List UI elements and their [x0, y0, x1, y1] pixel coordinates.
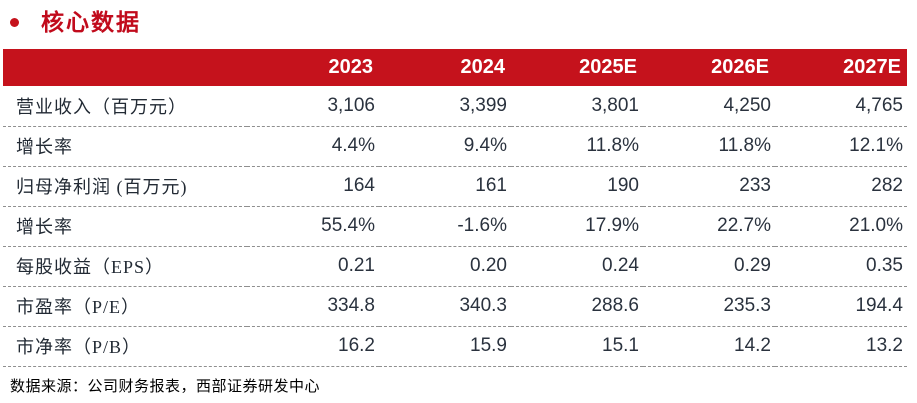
cell-value: 233: [739, 175, 771, 196]
cell-value: 334.8: [327, 295, 375, 316]
header-cell-2027e: 2027E: [843, 56, 901, 78]
cell-value: 13.2: [866, 335, 903, 356]
table-row: 归母净利润 (百万元) 164 161 190 233 282: [3, 166, 907, 206]
row-label: 每股收益（EPS）: [16, 257, 165, 277]
table-row: 每股收益（EPS） 0.21 0.20 0.24 0.29 0.35: [3, 246, 907, 286]
cell-value: -1.6%: [457, 215, 507, 236]
cell-value: 3,399: [459, 94, 507, 116]
cell-value: 0.21: [338, 255, 375, 276]
cell-value: 235.3: [723, 295, 771, 316]
cell-value: 288.6: [591, 295, 639, 316]
row-label: 归母净利润 (百万元): [16, 177, 188, 197]
bullet-icon: [10, 18, 19, 27]
cell-value: 164: [343, 175, 375, 196]
cell-value: 3,801: [591, 94, 639, 116]
table-header-row: 2023 2024 2025E 2026E 2027E: [3, 49, 907, 86]
row-label: 增长率: [16, 217, 73, 237]
header-cell-empty: [3, 49, 247, 86]
row-label: 增长率: [16, 137, 73, 157]
cell-value: 4,765: [855, 94, 903, 116]
cell-value: 4.4%: [331, 135, 375, 156]
cell-value: 11.8%: [718, 135, 771, 156]
table-row: 市盈率（P/E） 334.8 340.3 288.6 235.3 194.4: [3, 286, 907, 326]
table-row: 营业收入（百万元） 3,106 3,399 3,801 4,250 4,765: [3, 86, 907, 126]
cell-value: 21.0%: [849, 215, 903, 236]
cell-value: 4,250: [723, 94, 771, 116]
cell-value: 0.35: [866, 255, 903, 276]
table-row: 增长率 4.4% 9.4% 11.8% 11.8% 12.1%: [3, 126, 907, 166]
cell-value: 194.4: [855, 295, 903, 316]
cell-value: 161: [475, 175, 507, 196]
header-cell-2025e: 2025E: [579, 56, 637, 78]
cell-value: 282: [871, 175, 903, 196]
cell-value: 15.1: [602, 335, 639, 356]
data-source-note: 数据来源：公司财务报表，西部证券研发中心: [10, 378, 321, 395]
cell-value: 9.4%: [463, 135, 507, 156]
cell-value: 55.4%: [321, 215, 375, 236]
header-cell-2023: 2023: [328, 56, 374, 78]
cell-value: 11.8%: [586, 135, 639, 156]
cell-value: 14.2: [734, 335, 771, 356]
cell-value: 22.7%: [717, 215, 771, 236]
cell-value: 3,106: [327, 94, 375, 116]
cell-value: 12.1%: [849, 135, 903, 156]
section-title-row: 核心数据: [0, 0, 917, 36]
cell-value: 0.24: [602, 255, 639, 276]
row-label: 营业收入（百万元）: [16, 96, 187, 117]
cell-value: 0.20: [470, 255, 507, 276]
row-label: 市盈率（P/E）: [16, 297, 141, 317]
core-data-table: 2023 2024 2025E 2026E 2027E 营业收入（百万元） 3,…: [3, 49, 907, 367]
cell-value: 15.9: [470, 335, 507, 356]
cell-value: 190: [607, 175, 639, 196]
cell-value: 0.29: [734, 255, 771, 276]
cell-value: 17.9%: [585, 215, 639, 236]
page-title: 核心数据: [41, 10, 141, 35]
cell-value: 340.3: [459, 295, 507, 316]
row-label: 市净率（P/B）: [16, 337, 142, 357]
header-cell-2024: 2024: [460, 56, 506, 78]
table-row: 市净率（P/B） 16.2 15.9 15.1 14.2 13.2: [3, 326, 907, 366]
cell-value: 16.2: [338, 335, 375, 356]
header-cell-2026e: 2026E: [711, 56, 769, 78]
table-row: 增长率 55.4% -1.6% 17.9% 22.7% 21.0%: [3, 206, 907, 246]
